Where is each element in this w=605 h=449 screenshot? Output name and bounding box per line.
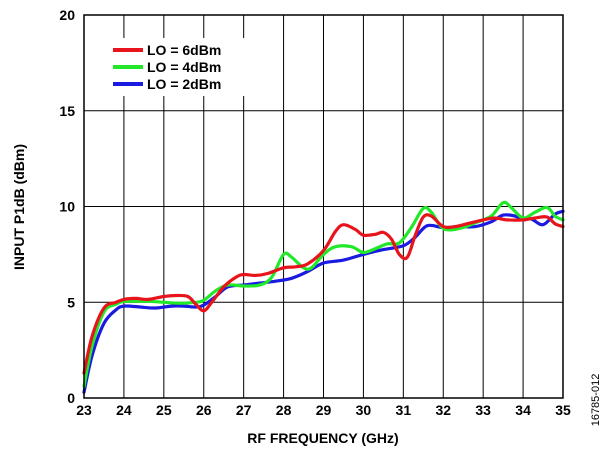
legend-label-lo-6dbm: LO = 6dBm xyxy=(147,42,221,58)
figure-id: 16785-012 xyxy=(590,374,602,427)
x-tick-label: 26 xyxy=(196,402,212,418)
series-lines xyxy=(82,200,565,394)
x-tick-label: 35 xyxy=(555,402,571,418)
y-tick-label: 20 xyxy=(59,7,75,23)
x-tick-label: 31 xyxy=(396,402,412,418)
x-tick-label: 30 xyxy=(356,402,372,418)
legend-label-lo-4dbm: LO = 4dBm xyxy=(147,59,221,75)
legend-label-lo-2dbm: LO = 2dBm xyxy=(147,76,221,92)
x-tick-label: 32 xyxy=(435,402,451,418)
x-tick-label: 34 xyxy=(515,402,531,418)
x-tick-label: 24 xyxy=(116,402,132,418)
x-axis-title: RF FREQUENCY (GHz) xyxy=(247,430,398,446)
series-line-lo-6dbm xyxy=(82,213,565,375)
plot-frame xyxy=(83,14,564,399)
series-line-lo-4dbm xyxy=(82,200,565,389)
x-tick-label: 28 xyxy=(276,402,292,418)
x-tick-label: 25 xyxy=(156,402,172,418)
y-tick-labels: 0 5 10 15 20 xyxy=(59,7,75,406)
y-axis-title: INPUT P1dB (dBm) xyxy=(11,144,27,270)
y-tick-label: 5 xyxy=(67,294,75,310)
x-tick-label: 27 xyxy=(236,402,252,418)
x-tick-label: 29 xyxy=(316,402,332,418)
x-tick-labels: 23 24 25 26 27 28 29 30 31 32 33 34 35 xyxy=(76,402,571,418)
x-tick-label: 23 xyxy=(76,402,92,418)
x-tick-label: 33 xyxy=(475,402,491,418)
y-tick-label: 10 xyxy=(59,199,75,215)
legend: LO = 6dBm LO = 4dBm LO = 2dBm xyxy=(107,38,249,96)
y-tick-label: 15 xyxy=(59,103,75,119)
y-tick-label: 0 xyxy=(67,390,75,406)
series-line-lo-2dbm xyxy=(82,209,565,394)
